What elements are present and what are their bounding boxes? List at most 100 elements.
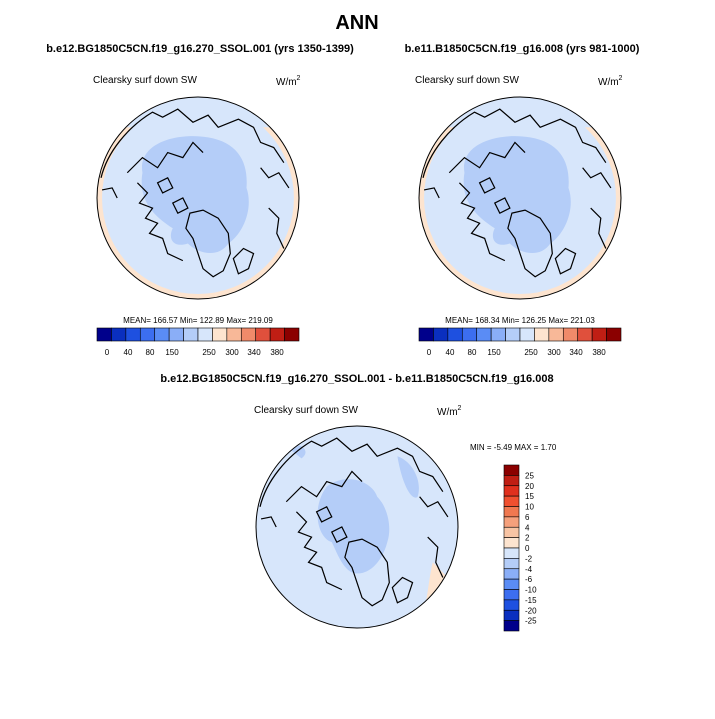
units-superscript: 2 — [297, 75, 301, 82]
map-cool-top — [419, 97, 621, 128]
colorbar-box — [226, 327, 242, 342]
colorbar-box — [591, 327, 607, 342]
colorbar-box — [154, 327, 170, 342]
colorbar-box — [212, 327, 228, 342]
colorbar-box — [503, 620, 520, 632]
colorbar-label: 80 — [146, 348, 155, 357]
map-border — [255, 425, 459, 629]
field-label: Clearsky surf down SW — [254, 405, 358, 416]
colorbar-label: -15 — [525, 596, 537, 605]
colorbar-label: 80 — [468, 348, 477, 357]
panel-subtitle: b.e12.BG1850C5CN.f19_g16.270_SSOL.001 - … — [160, 373, 553, 385]
colorbar-box — [461, 327, 478, 342]
colorbar-box — [503, 464, 520, 476]
colorbar-box — [433, 327, 449, 342]
colorbar-label: 40 — [446, 348, 455, 357]
colorbar-label: 300 — [547, 348, 561, 357]
polar-map — [255, 425, 459, 629]
units-label: W/m2 — [598, 75, 623, 88]
colorbar-label: -10 — [525, 586, 537, 595]
colorbar-label: 250 — [202, 348, 216, 357]
colorbar-label: 340 — [569, 348, 583, 357]
colorbar-box — [503, 526, 520, 538]
colorbar-box — [577, 327, 593, 342]
colorbar-label: 300 — [225, 348, 239, 357]
colorbar-box — [534, 327, 550, 342]
colorbar-label: 150 — [165, 348, 179, 357]
colorbar-box — [111, 327, 127, 342]
colorbar-label: -4 — [525, 565, 533, 574]
colorbar-label: 380 — [270, 348, 284, 357]
colorbar-box — [503, 516, 520, 528]
figure-title: ANN — [335, 12, 378, 34]
colorbar-box — [418, 327, 434, 342]
colorbar-box — [519, 327, 535, 342]
colorbar-box — [503, 506, 520, 518]
colorbar-box — [240, 327, 257, 342]
colorbar-label: 40 — [124, 348, 133, 357]
colorbar-box — [503, 547, 520, 559]
colorbar-label: 10 — [525, 503, 534, 512]
field-label: Clearsky surf down SW — [93, 75, 197, 86]
stats: MIN = -5.49 MAX = 1.70 — [470, 443, 557, 452]
colorbar-box — [197, 327, 213, 342]
colorbar-box — [503, 589, 520, 601]
colorbar-label: -20 — [525, 606, 537, 615]
units-label: W/m2 — [276, 75, 301, 88]
colorbar-box — [447, 327, 463, 342]
colorbar-box — [503, 568, 520, 580]
colorbar-label: 0 — [105, 348, 110, 357]
colorbar-box — [96, 327, 112, 342]
units-superscript: 2 — [458, 405, 462, 412]
units: W/m — [598, 77, 619, 88]
units-label: W/m2 — [437, 405, 462, 418]
colorbar-label: 15 — [525, 492, 534, 501]
polar-map — [418, 96, 622, 300]
colorbar-label: 0 — [525, 544, 530, 553]
stats: MEAN= 168.34 Min= 126.25 Max= 221.03 — [445, 316, 595, 325]
colorbar-box — [503, 558, 520, 570]
polar-map — [96, 96, 300, 300]
colorbar-box — [503, 485, 520, 497]
colorbar-box — [548, 327, 564, 342]
colorbar-box — [503, 609, 520, 621]
colorbar-box — [255, 327, 271, 342]
colorbar-box — [503, 578, 520, 590]
colorbar-box — [139, 327, 156, 342]
colorbar-label: 340 — [247, 348, 261, 357]
colorbar-box — [503, 599, 520, 611]
map-cool-top — [97, 97, 299, 128]
colorbar-label: -25 — [525, 617, 537, 626]
colorbar-label: -2 — [525, 554, 533, 563]
panel-subtitle: b.e11.B1850C5CN.f19_g16.008 (yrs 981-100… — [405, 43, 640, 55]
colorbar-label: 250 — [524, 348, 538, 357]
map-region — [286, 444, 419, 574]
field-label: Clearsky surf down SW — [415, 75, 519, 86]
colorbar-box — [503, 475, 520, 487]
stats: MEAN= 166.57 Min= 122.89 Max= 219.09 — [123, 316, 273, 325]
colorbar-label: 6 — [525, 513, 530, 522]
units: W/m — [437, 407, 458, 418]
colorbar-box — [505, 327, 521, 342]
map-border — [96, 96, 300, 300]
colorbar-label: 0 — [427, 348, 432, 357]
colorbar-box — [503, 537, 520, 549]
panel-subtitle: b.e12.BG1850C5CN.f19_g16.270_SSOL.001 (y… — [46, 43, 354, 55]
colorbar-label: 2 — [525, 534, 530, 543]
colorbar-box — [503, 495, 520, 507]
map-border — [418, 96, 622, 300]
colorbar-box — [284, 327, 300, 342]
colorbar-box — [168, 327, 184, 342]
colorbar-box — [183, 327, 199, 342]
colorbar-label: 4 — [525, 523, 530, 532]
colorbar-label: 20 — [525, 482, 534, 491]
colorbar-label: 150 — [487, 348, 501, 357]
colorbar-box — [562, 327, 579, 342]
colorbar-box — [125, 327, 141, 342]
units-superscript: 2 — [619, 75, 623, 82]
units: W/m — [276, 77, 297, 88]
colorbar-label: 25 — [525, 471, 534, 480]
colorbar-label: -6 — [525, 575, 533, 584]
colorbar-box — [606, 327, 622, 342]
